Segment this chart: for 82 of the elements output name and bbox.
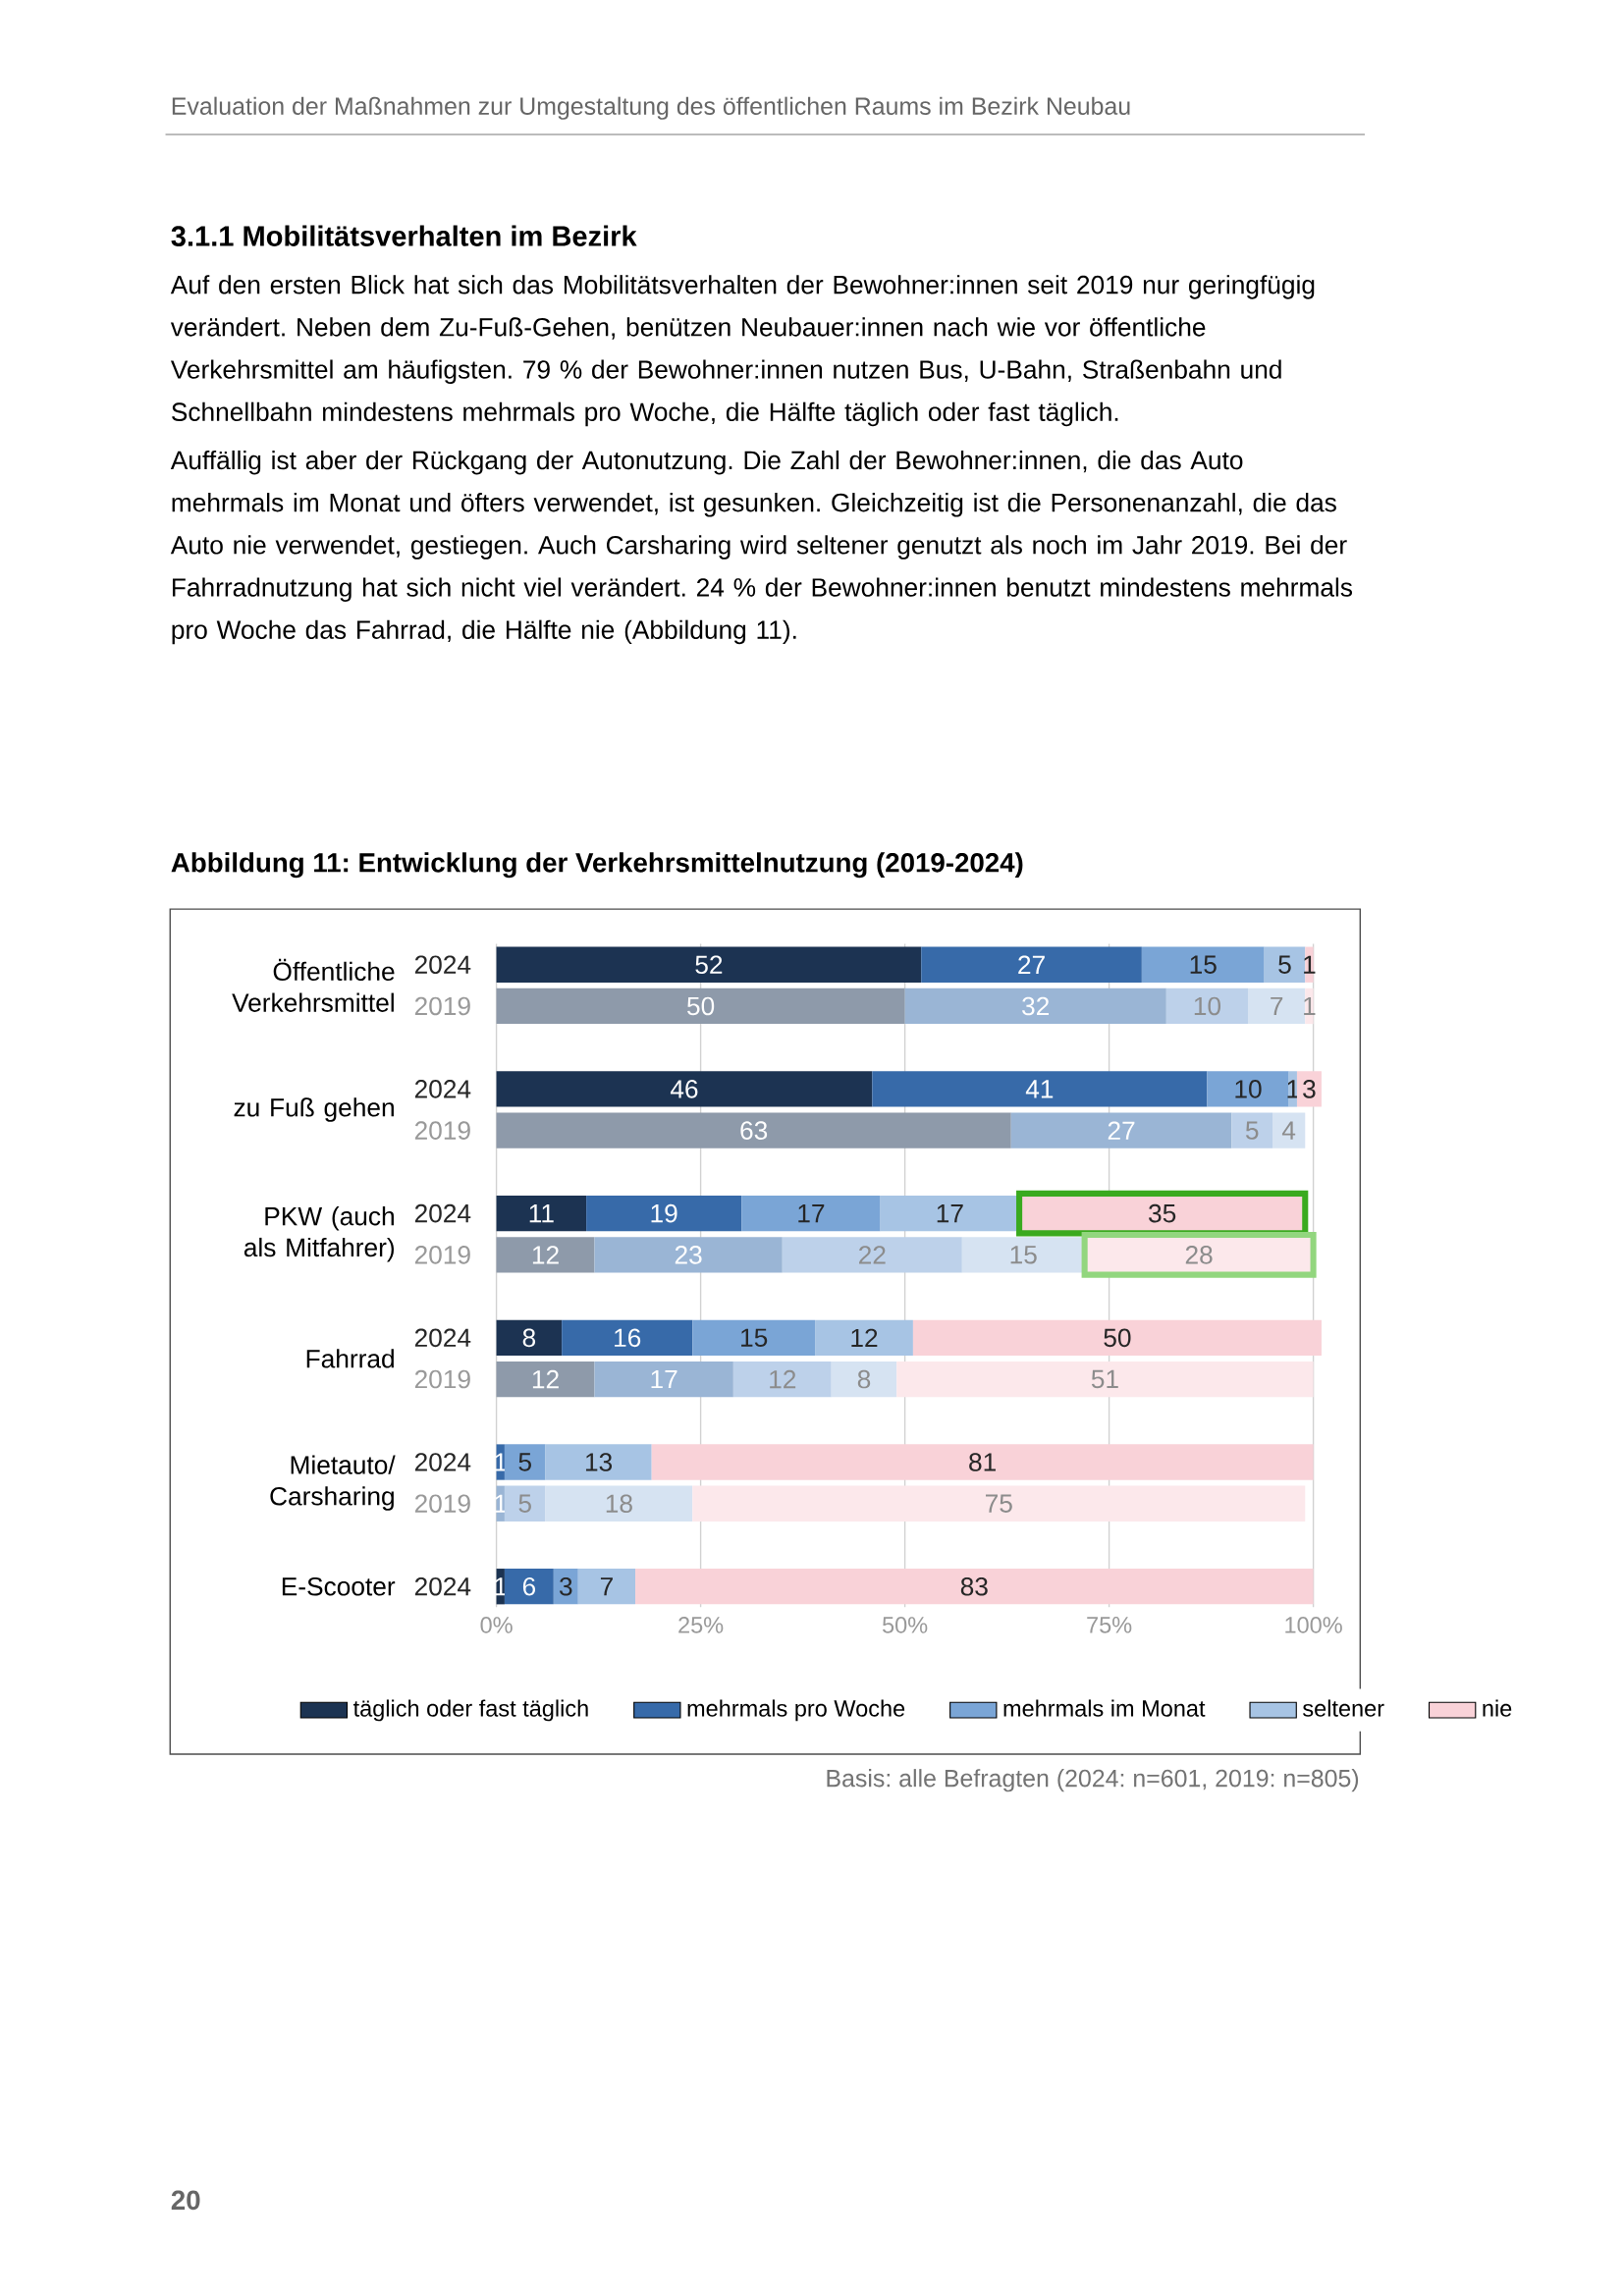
text: 3.1.1 Mobilitätsverhalten im Bezirk <box>171 225 637 246</box>
data-label: 51 <box>1091 1369 1118 1389</box>
y-tick-label: 2019 <box>414 1369 470 1389</box>
data-label: 17 <box>798 1204 825 1223</box>
y-tick-label: 2024 <box>414 1453 471 1471</box>
data-label: 22 <box>859 1246 886 1264</box>
text: Evaluation der Maßnahmen zur Umgestaltung des öffentlichen Raums im Bezirk Neubau <box>172 96 1130 120</box>
data-label: 15 <box>741 1328 768 1347</box>
data-label: 12 <box>532 1369 559 1389</box>
data-label: 5 <box>518 1494 532 1513</box>
data-label: 27 <box>1018 955 1045 974</box>
data-label: 12 <box>532 1246 559 1264</box>
data-label: 17 <box>937 1204 963 1223</box>
text: zu Fuß gehen <box>234 1097 395 1122</box>
data-label: 18 <box>606 1494 632 1514</box>
data-label: 1 <box>1304 955 1316 974</box>
data-label: 23 <box>675 1246 702 1264</box>
data-label: 15 <box>1010 1246 1037 1264</box>
data-label: 1 <box>1304 996 1316 1016</box>
data-label: 10 <box>1235 1080 1262 1098</box>
text: Fahrrad <box>306 1349 395 1368</box>
data-label: 13 <box>586 1453 613 1471</box>
data-label: 5 <box>1246 1121 1259 1140</box>
y-tick-label: 2024 <box>414 1328 471 1348</box>
y-tick-label: 2019 <box>414 1246 470 1264</box>
data-label: 19 <box>651 1203 677 1223</box>
legend-label: mehrmals im Monat <box>1003 1699 1206 1717</box>
text: Auf den ersten Blick hat sich das Mobilitätsverhalten der Bewohner:innen seit 2019 nur geringfügig verändert. Neben dem Zu-Fuß-Gehen, benützen Neubauer:innen nach wie vor öffentliche Verkehrsmittel am häufigsten. 79 % der Bewohner:innen nutzen Bus, U-Bahn, Straßenbahn und Schnellbahn mindestens mehrmals pro Woche, die Hälfte täglich oder fast täglich. <box>170 275 1315 427</box>
y-tick-label: 2019 <box>414 1121 470 1140</box>
data-label: 50 <box>687 996 715 1016</box>
data-label: 5 <box>518 1453 532 1471</box>
data-label: 8 <box>522 1328 536 1348</box>
text: Mietauto/ Carsharing <box>270 1455 396 1511</box>
data-label: 5 <box>1278 955 1291 974</box>
y-tick-label: 2019 <box>414 996 470 1016</box>
data-label: 15 <box>1190 955 1217 974</box>
data-label: 6 <box>522 1576 536 1596</box>
data-label: 4 <box>1282 1121 1296 1140</box>
data-label: 16 <box>615 1328 641 1348</box>
data-label: 7 <box>601 1577 614 1596</box>
data-label: 17 <box>651 1369 677 1389</box>
data-label: 75 <box>986 1494 1012 1513</box>
data-label: 11 <box>529 1204 554 1223</box>
data-label: 81 <box>969 1453 997 1471</box>
data-label: 41 <box>1025 1080 1054 1098</box>
text: 20 <box>171 2190 200 2211</box>
legend-label: seltener <box>1303 1699 1384 1717</box>
legend-label: täglich oder fast täglich <box>353 1699 588 1722</box>
text: Basis: alle Befragten (2024: n=601, 2019: n=805) <box>827 1769 1359 1792</box>
data-label: 46 <box>671 1080 698 1098</box>
data-label: 8 <box>857 1369 871 1389</box>
x-tick-label: 100% <box>1285 1617 1342 1633</box>
data-label: 63 <box>740 1121 768 1140</box>
text: E-Scooter <box>283 1576 396 1596</box>
data-label: 52 <box>695 955 723 975</box>
data-label: 7 <box>1271 996 1283 1016</box>
x-tick-label: 50% <box>883 1617 928 1633</box>
data-label: 35 <box>1149 1203 1176 1223</box>
x-tick-label: 25% <box>678 1617 724 1633</box>
data-label: 12 <box>770 1369 796 1389</box>
data-label: 50 <box>1104 1328 1131 1348</box>
x-tick-label: 75% <box>1087 1617 1132 1633</box>
data-label: 32 <box>1022 996 1050 1016</box>
data-label: 27 <box>1108 1121 1135 1140</box>
legend-label: nie <box>1483 1699 1512 1717</box>
y-tick-label: 2024 <box>414 1203 471 1223</box>
data-label: 83 <box>960 1576 988 1596</box>
legend-label: mehrmals pro Woche <box>687 1699 905 1722</box>
data-label: 12 <box>851 1328 878 1347</box>
y-tick-label: 2024 <box>414 955 471 975</box>
text: Auffällig ist aber der Rückgang der Autonutzung. Die Zahl der Bewohner:innen, die das Auto mehrmals im Monat und öfters verwendet, ist gesunken. Gleichzeitig ist die Personenanzahl, die das Auto nie verwendet, gestiegen. Auch Carsharing wird seltener genutzt als noch im Jahr 2019. Bei der Fahrradnutzung hat sich nicht viel verändert. 24 % der Bewohner:innen benutzt mindestens mehrmals pro Woche das Fahrrad, die Hälfte nie (Abbildung 11). <box>170 450 1353 645</box>
data-label: 3 <box>1303 1080 1316 1098</box>
text: PKW (auch als Mitfahrer) <box>244 1206 395 1262</box>
data-label: 3 <box>560 1576 572 1596</box>
x-tick-label: 0% <box>480 1617 513 1633</box>
y-tick-label: 2024 <box>414 1576 471 1596</box>
data-label: 10 <box>1194 996 1221 1016</box>
y-tick-label: 2024 <box>414 1080 471 1098</box>
y-tick-label: 2019 <box>414 1494 470 1514</box>
text: Öffentliche Verkehrsmittel <box>232 958 395 1012</box>
data-label: 28 <box>1185 1246 1213 1264</box>
chart-title: Abbildung 11: Entwicklung der Verkehrsmittelnutzung (2019-2024) <box>171 852 1023 879</box>
